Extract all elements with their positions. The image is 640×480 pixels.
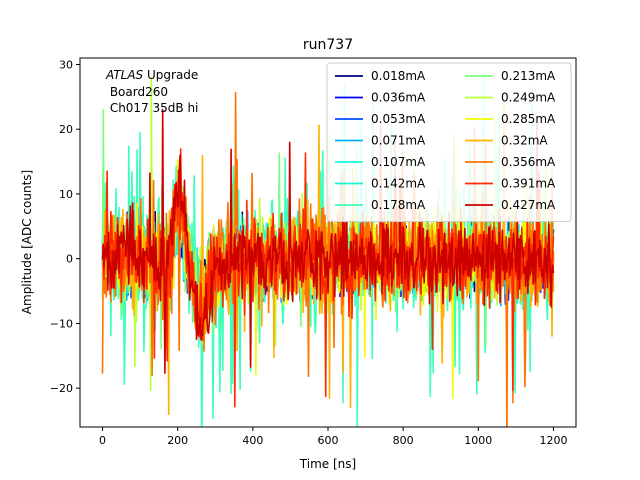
x-axis: 0 200 400 600 800 1000 1200 <box>99 427 567 447</box>
legend-label: 0.071mA <box>371 134 426 148</box>
annotation-board: Board260 <box>106 85 168 99</box>
legend-label: 0.213mA <box>501 69 556 83</box>
x-tick-label: 400 <box>242 434 263 447</box>
legend-label: 0.018mA <box>371 69 426 83</box>
series-line-0.427mA <box>101 108 555 374</box>
y-tick-label: 0 <box>66 253 73 266</box>
y-tick-label: 10 <box>59 188 73 201</box>
legend-label: 0.107mA <box>371 155 426 169</box>
annotation-channel: Ch017 35dB hi <box>106 101 198 115</box>
legend-label: 0.036mA <box>371 91 426 105</box>
legend-box <box>326 62 572 222</box>
legend-label: 0.053mA <box>371 112 426 126</box>
legend-label: 0.32mA <box>501 134 548 148</box>
annotation-italic: ATLAS <box>105 68 144 82</box>
legend-label: 0.427mA <box>501 198 556 212</box>
legend-label: 0.142mA <box>371 177 426 191</box>
x-tick-label: 1000 <box>464 434 492 447</box>
y-axis-label: Amplitude [ADC counts] <box>20 170 34 314</box>
y-axis: −20 −10 0 10 20 30 <box>50 58 80 395</box>
x-tick-label: 800 <box>393 434 414 447</box>
annotation-line1-rest: Upgrade <box>143 68 198 82</box>
legend-label: 0.249mA <box>501 91 556 105</box>
y-tick-label: −20 <box>50 382 73 395</box>
x-tick-label: 1200 <box>539 434 567 447</box>
plot-layer <box>101 71 555 427</box>
legend-label: 0.178mA <box>371 198 426 212</box>
chart-title: run737 <box>303 37 353 53</box>
legend-label: 0.285mA <box>501 112 556 126</box>
legend: 0.018mA 0.036mA 0.053mA 0.071mA 0.107mA 0.142… <box>326 62 572 222</box>
atlas-annotation: ATLAS Upgrade <box>105 68 198 82</box>
x-axis-label: Time [ns] <box>299 457 356 471</box>
legend-label: 0.391mA <box>501 177 556 191</box>
y-tick-label: 20 <box>59 123 73 136</box>
legend-label: 0.356mA <box>501 155 556 169</box>
y-tick-label: 30 <box>59 58 73 71</box>
x-tick-label: 0 <box>99 434 106 447</box>
y-tick-label: −10 <box>50 317 73 330</box>
x-tick-label: 200 <box>167 434 188 447</box>
x-tick-label: 600 <box>318 434 339 447</box>
